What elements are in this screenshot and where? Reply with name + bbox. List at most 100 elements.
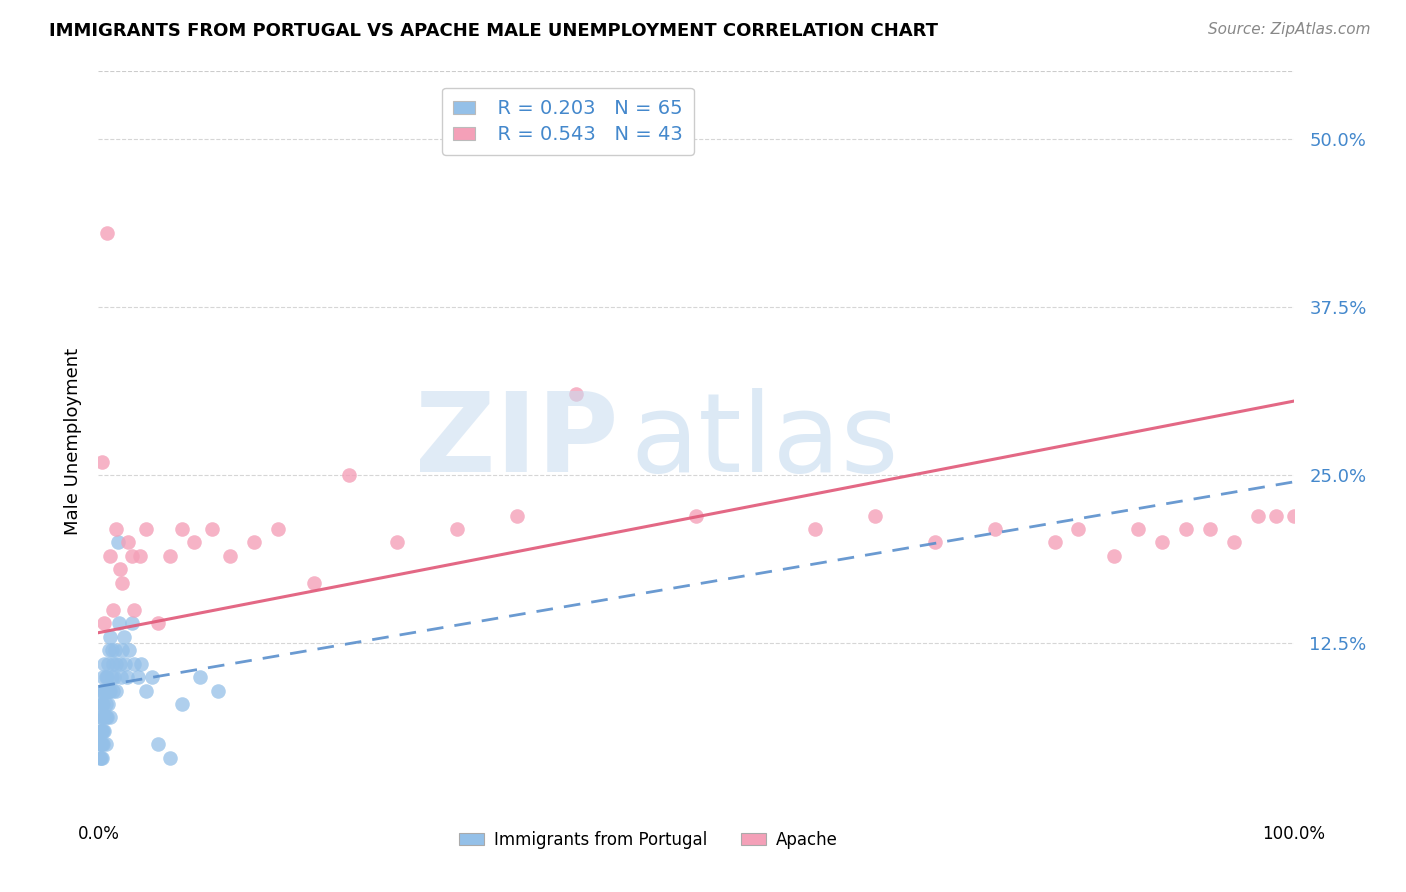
Point xyxy=(111,575,134,590)
Point xyxy=(1223,535,1246,549)
Point xyxy=(96,683,118,698)
Point xyxy=(159,751,181,765)
Point xyxy=(98,549,122,563)
Point xyxy=(207,683,229,698)
Point xyxy=(111,643,134,657)
Point xyxy=(100,643,122,657)
Point xyxy=(148,738,170,752)
Point xyxy=(1247,508,1270,523)
Point xyxy=(506,508,529,523)
Point xyxy=(108,562,131,576)
Point xyxy=(131,657,153,671)
Point xyxy=(127,670,149,684)
Point xyxy=(148,616,170,631)
Point xyxy=(90,710,112,724)
Point xyxy=(183,535,205,549)
Point xyxy=(89,710,111,724)
Point xyxy=(101,657,124,671)
Point xyxy=(1175,522,1198,536)
Point xyxy=(101,603,124,617)
Point xyxy=(1152,535,1174,549)
Point xyxy=(385,535,409,549)
Point xyxy=(114,657,136,671)
Point xyxy=(219,549,242,563)
Point xyxy=(105,683,128,698)
Point xyxy=(1104,549,1126,563)
Point xyxy=(91,738,114,752)
Point xyxy=(685,508,707,523)
Point xyxy=(141,670,163,684)
Point xyxy=(103,670,125,684)
Point xyxy=(112,630,135,644)
Text: ZIP: ZIP xyxy=(415,388,619,495)
Point xyxy=(339,468,361,483)
Point xyxy=(89,738,111,752)
Point xyxy=(105,522,128,536)
Point xyxy=(90,697,112,711)
Point xyxy=(98,710,122,724)
Y-axis label: Male Unemployment: Male Unemployment xyxy=(63,348,82,535)
Point xyxy=(1128,522,1150,536)
Point xyxy=(93,723,115,738)
Point xyxy=(107,535,129,549)
Point xyxy=(94,697,117,711)
Legend: Immigrants from Portugal, Apache: Immigrants from Portugal, Apache xyxy=(453,824,844,855)
Point xyxy=(302,575,325,590)
Point xyxy=(124,603,146,617)
Point xyxy=(90,723,112,738)
Point xyxy=(98,643,121,657)
Point xyxy=(121,616,143,631)
Point xyxy=(93,616,115,631)
Point xyxy=(96,226,118,240)
Point xyxy=(1199,522,1222,536)
Point xyxy=(91,723,114,738)
Point xyxy=(93,683,115,698)
Point xyxy=(984,522,1007,536)
Point xyxy=(267,522,290,536)
Point xyxy=(98,630,122,644)
Text: IMMIGRANTS FROM PORTUGAL VS APACHE MALE UNEMPLOYMENT CORRELATION CHART: IMMIGRANTS FROM PORTUGAL VS APACHE MALE … xyxy=(49,22,938,40)
Point xyxy=(89,723,111,738)
Point xyxy=(172,522,194,536)
Point xyxy=(172,697,194,711)
Point xyxy=(1264,508,1286,523)
Point xyxy=(115,670,138,684)
Point xyxy=(188,670,211,684)
Point xyxy=(104,643,127,657)
Point xyxy=(91,751,114,765)
Point xyxy=(105,657,128,671)
Point xyxy=(96,710,118,724)
Point xyxy=(90,738,112,752)
Point xyxy=(129,549,152,563)
Point xyxy=(90,683,112,698)
Point xyxy=(159,549,181,563)
Point xyxy=(135,522,157,536)
Point xyxy=(97,697,120,711)
Point xyxy=(91,697,114,711)
Point xyxy=(91,670,114,684)
Point xyxy=(110,670,132,684)
Point xyxy=(98,683,122,698)
Point xyxy=(135,683,157,698)
Point xyxy=(101,683,124,698)
Point xyxy=(89,751,111,765)
Point xyxy=(93,657,115,671)
Point xyxy=(201,522,224,536)
Point xyxy=(94,710,117,724)
Point xyxy=(107,616,129,631)
Point xyxy=(804,522,827,536)
Point xyxy=(117,535,139,549)
Point xyxy=(94,738,117,752)
Point xyxy=(243,535,266,549)
Point xyxy=(118,643,141,657)
Point xyxy=(91,738,114,752)
Point xyxy=(98,683,121,698)
Point xyxy=(1282,508,1305,523)
Text: atlas: atlas xyxy=(630,388,898,495)
Point xyxy=(108,657,131,671)
Point xyxy=(93,710,115,724)
Point xyxy=(91,723,114,738)
Point xyxy=(100,670,122,684)
Point xyxy=(94,670,117,684)
Point xyxy=(96,670,118,684)
